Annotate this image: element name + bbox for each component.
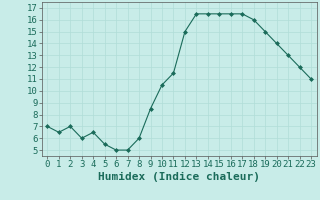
X-axis label: Humidex (Indice chaleur): Humidex (Indice chaleur)	[98, 172, 260, 182]
